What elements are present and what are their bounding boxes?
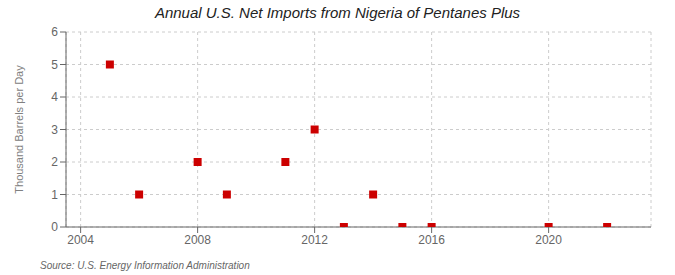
svg-text:2016: 2016: [418, 233, 445, 247]
svg-text:4: 4: [51, 90, 58, 104]
html-text:Annual U.S. Net Imports from N: Annual U.S. Net Imports from Nigeria of …: [154, 4, 521, 21]
svg-text:3: 3: [51, 123, 58, 137]
svg-text:5: 5: [51, 58, 58, 72]
svg-text:2020: 2020: [535, 233, 562, 247]
svg-text:2008: 2008: [184, 233, 211, 247]
svg-text:2004: 2004: [67, 233, 94, 247]
svg-text:2: 2: [51, 155, 58, 169]
svg-text:Thousand Barrels per Day: Thousand Barrels per Day: [13, 65, 25, 194]
svg-text:2012: 2012: [301, 233, 328, 247]
html-text:Source: U.S. Energy Informatio: Source: U.S. Energy Information Administ…: [40, 260, 250, 271]
svg-text:1: 1: [51, 188, 58, 202]
svg-text:0: 0: [51, 220, 58, 234]
svg-text:6: 6: [51, 26, 58, 39]
